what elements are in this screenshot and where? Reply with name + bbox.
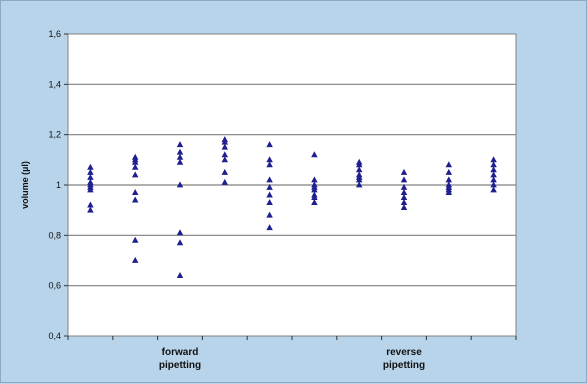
data-point bbox=[176, 148, 184, 155]
y-tick-label: 0,6 bbox=[48, 281, 61, 291]
data-point bbox=[490, 171, 497, 178]
category-label-line2: pipetting bbox=[383, 360, 425, 371]
y-tick-label: 0,8 bbox=[48, 230, 61, 240]
data-point bbox=[87, 201, 94, 208]
data-point bbox=[400, 204, 408, 211]
data-point bbox=[87, 206, 94, 213]
data-point bbox=[221, 168, 229, 175]
category-label-line1: reverse bbox=[386, 347, 422, 358]
category-label-line2: pipetting bbox=[159, 360, 201, 371]
category-label-line1: forward bbox=[162, 347, 199, 358]
data-point bbox=[490, 166, 497, 173]
data-point bbox=[266, 156, 273, 163]
data-point bbox=[87, 168, 94, 175]
data-point bbox=[221, 151, 229, 158]
data-point bbox=[400, 188, 408, 195]
data-point bbox=[355, 161, 363, 168]
data-point bbox=[131, 188, 139, 195]
data-point bbox=[445, 188, 453, 195]
data-point bbox=[176, 239, 184, 246]
data-point bbox=[490, 176, 497, 183]
data-point bbox=[490, 181, 497, 188]
data-point bbox=[490, 161, 497, 168]
data-point bbox=[266, 191, 273, 198]
data-point bbox=[266, 141, 273, 148]
data-point bbox=[445, 168, 453, 175]
data-point bbox=[400, 168, 408, 175]
data-point bbox=[221, 143, 229, 150]
data-point bbox=[87, 186, 94, 193]
category-labels: forward pipetting reverse pipetting bbox=[159, 347, 425, 371]
data-point bbox=[131, 256, 139, 263]
data-point bbox=[311, 193, 318, 200]
data-point bbox=[176, 153, 184, 160]
data-point bbox=[311, 186, 318, 193]
data-point bbox=[355, 166, 363, 173]
data-point bbox=[176, 158, 184, 165]
data-point bbox=[131, 196, 139, 203]
data-markers bbox=[87, 136, 497, 278]
gridlines bbox=[64, 33, 517, 340]
y-tick-label: 1,6 bbox=[48, 29, 61, 39]
data-point bbox=[400, 176, 408, 183]
data-point bbox=[176, 181, 184, 188]
data-point bbox=[266, 161, 273, 168]
data-point bbox=[221, 138, 229, 145]
data-point bbox=[490, 156, 497, 163]
data-point bbox=[176, 141, 184, 148]
y-tick-label: 0,4 bbox=[48, 331, 61, 341]
data-point bbox=[87, 163, 94, 170]
data-point bbox=[176, 272, 184, 278]
data-point bbox=[221, 156, 229, 163]
data-point bbox=[87, 173, 94, 180]
data-point bbox=[311, 199, 318, 206]
data-point bbox=[266, 211, 273, 218]
data-point bbox=[355, 181, 363, 188]
data-point bbox=[131, 236, 139, 243]
data-point bbox=[355, 176, 363, 183]
data-point bbox=[266, 183, 273, 190]
data-point bbox=[221, 178, 229, 185]
y-axis-title: volume (µl) bbox=[20, 161, 30, 209]
data-point bbox=[131, 163, 139, 170]
data-point bbox=[400, 199, 408, 206]
data-point bbox=[266, 199, 273, 206]
data-point bbox=[176, 229, 184, 236]
data-point bbox=[131, 171, 139, 178]
y-tick-label: 1,2 bbox=[48, 130, 61, 140]
data-point bbox=[400, 193, 408, 200]
data-point bbox=[445, 161, 453, 168]
y-tick-labels: 0,4 0,6 0,8 1 1,2 1,4 1,6 bbox=[48, 29, 61, 341]
data-point bbox=[266, 224, 273, 231]
data-point bbox=[445, 176, 453, 183]
y-tick-label: 1,4 bbox=[48, 79, 61, 89]
data-point bbox=[400, 183, 408, 190]
data-point bbox=[311, 151, 318, 158]
data-point bbox=[311, 176, 318, 183]
data-point bbox=[131, 158, 139, 165]
data-point bbox=[266, 176, 273, 183]
data-point bbox=[490, 186, 497, 193]
y-tick-label: 1 bbox=[56, 180, 61, 190]
